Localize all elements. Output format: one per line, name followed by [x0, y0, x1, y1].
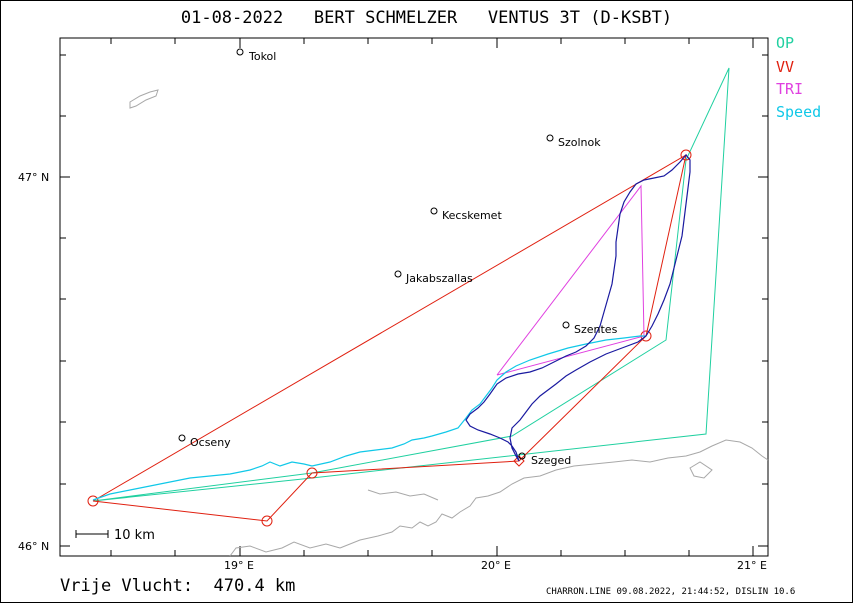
place-dot-szolnok	[546, 134, 554, 142]
place-label-szolnok: Szolnok	[558, 136, 601, 149]
distance-label: Vrije Vlucht: 470.4 km	[60, 576, 296, 596]
lon-label-21: 21° E	[737, 559, 767, 572]
lat-label-47: 47° N	[18, 171, 49, 184]
axis-ticks	[60, 38, 768, 556]
legend-op: OP	[776, 34, 795, 52]
place-markers	[178, 48, 570, 460]
plot-area	[59, 37, 769, 557]
place-label-kecskemet: Kecskemet	[442, 209, 502, 222]
lat-label-46: 46° N	[18, 540, 49, 553]
place-dot-szeged	[518, 452, 526, 460]
place-label-szeged: Szeged	[531, 454, 571, 467]
lon-label-20: 20° E	[481, 559, 511, 572]
flight-track	[465, 154, 691, 462]
place-label-szentes: Szentes	[574, 323, 618, 336]
lon-label-19: 19° E	[224, 559, 254, 572]
turnpoint-marker	[680, 149, 692, 161]
country-border	[129, 89, 769, 557]
place-dot-szentes	[562, 321, 570, 329]
place-dot-tokol	[236, 48, 244, 56]
place-dot-ocseny	[178, 434, 186, 442]
place-dot-jakabszallas	[394, 270, 402, 278]
place-dot-kecskemet	[430, 207, 438, 215]
legend-speed: Speed	[776, 103, 822, 121]
place-label-ocseny: Ocseny	[190, 436, 231, 449]
turnpoint-marker	[306, 467, 318, 479]
place-label-tokol: Tokol	[248, 50, 276, 63]
place-label-jakabszallas: Jakabszallas	[405, 272, 473, 285]
route-vv	[92, 153, 687, 522]
legend-vv: VV	[776, 58, 795, 76]
turnpoint-marker	[261, 515, 273, 527]
track-speed	[92, 335, 646, 501]
turnpoint-marker	[87, 495, 99, 507]
flight-title: 01-08-2022 BERT SCHMELZER VENTUS 3T (D-K…	[180, 8, 673, 28]
legend-tri: TRI	[776, 80, 804, 98]
scale-bar: 10 km	[75, 528, 155, 543]
footer-info: CHARRON.LINE 09.08.2022, 21:44:52, DISLI…	[546, 587, 796, 597]
scale-bar-label: 10 km	[114, 528, 155, 543]
route-tri	[496, 184, 645, 376]
